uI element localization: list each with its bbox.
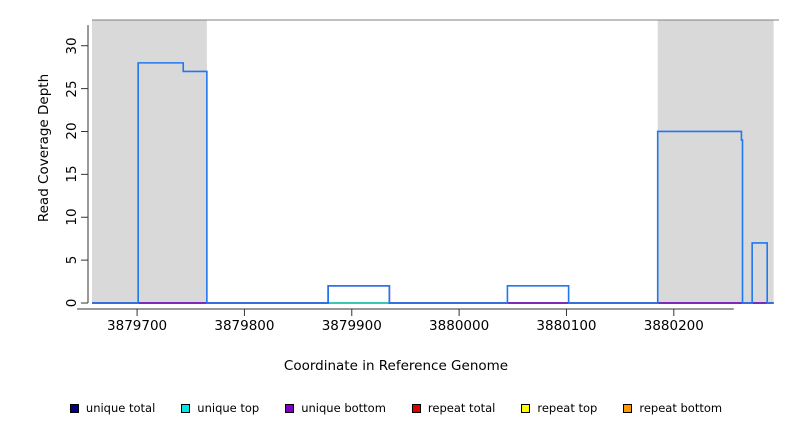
legend-swatch-icon (285, 403, 295, 413)
x-tick-label: 3879900 (321, 318, 382, 334)
y-tick-label: 5 (64, 255, 80, 265)
legend-swatch-icon (181, 403, 191, 413)
legend-item-unique-bottom: unique bottom (285, 399, 412, 417)
legend-swatch-icon (69, 403, 79, 413)
y-tick-label: 0 (64, 298, 80, 308)
x-tick-label: 3880000 (429, 318, 490, 334)
y-tick-label: 20 (64, 122, 80, 141)
y-tick-label: 30 (64, 37, 80, 55)
series-unique-total (92, 62, 774, 304)
legend-label: repeat total (427, 401, 496, 415)
legend-item-repeat-total: repeat total (411, 399, 521, 417)
legend-label: unique total (85, 401, 156, 415)
legend-label: repeat top (537, 401, 598, 415)
repeat-region-left (92, 20, 207, 303)
legend-label: repeat bottom (639, 401, 723, 415)
x-tick-label: 3880200 (643, 318, 704, 334)
legend-item-repeat-bottom: repeat bottom (623, 399, 722, 417)
legend-item-unique-total: unique total (69, 399, 181, 417)
y-tick-label: 25 (64, 80, 80, 98)
legend-swatch-icon (623, 403, 633, 413)
repeat-region-right (657, 20, 774, 303)
legend-item-unique-top: unique top (181, 399, 285, 417)
y-axis-title: Read Coverage Depth (36, 73, 52, 223)
x-tick-label: 3879800 (214, 318, 275, 334)
legend-label: unique top (197, 401, 260, 415)
x-tick-label: 3879700 (107, 318, 168, 334)
legend-swatch-icon (521, 403, 531, 413)
x-tick-label: 3880100 (536, 318, 597, 334)
chart-legend: unique total unique top unique bottom repea… (0, 398, 792, 418)
legend-item-repeat-top: repeat top (521, 399, 623, 417)
x-axis-title: Coordinate in Reference Genome (283, 358, 509, 374)
legend-label: unique bottom (301, 401, 386, 415)
y-tick-label: 15 (64, 165, 80, 183)
y-tick-label: 10 (64, 208, 80, 226)
legend-swatch-icon (411, 403, 421, 413)
